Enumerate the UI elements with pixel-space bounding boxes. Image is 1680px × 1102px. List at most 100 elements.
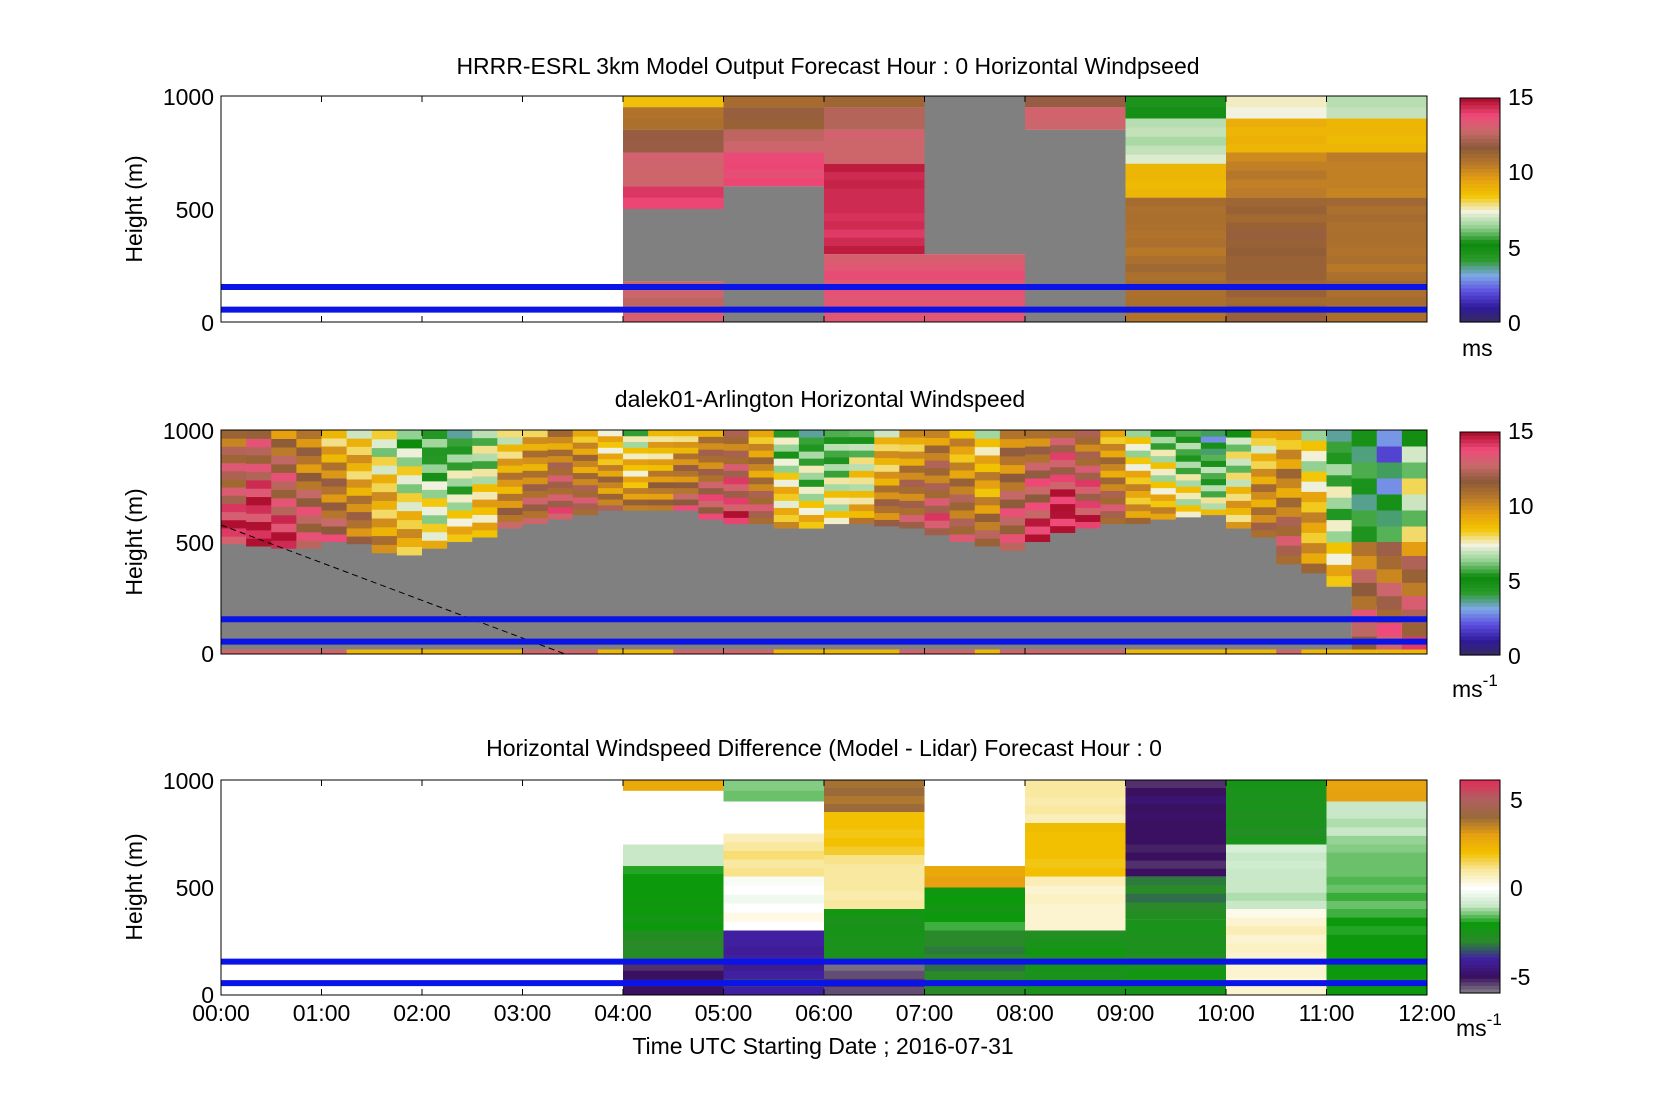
heatmap-cell — [1351, 555, 1378, 570]
heatmap-cell — [296, 430, 322, 439]
heatmap-cell — [748, 436, 775, 444]
heatmap-band — [723, 152, 824, 161]
colorbar-swatch — [1460, 547, 1500, 552]
heatmap-cell — [572, 430, 599, 437]
colorbar-frame — [1459, 97, 1501, 323]
heatmap-cell — [1326, 542, 1353, 554]
heatmap-cell — [1050, 474, 1076, 483]
colorbar-swatch — [1460, 854, 1500, 859]
heatmap-cell — [597, 435, 624, 443]
heatmap-cell — [999, 550, 1026, 650]
colorbar-swatch — [1460, 251, 1500, 256]
heatmap-cell — [1226, 528, 1252, 650]
heatmap-cell — [723, 430, 750, 438]
heatmap-band — [1226, 214, 1327, 223]
heatmap-cell — [1025, 649, 1051, 654]
heatmap-cell — [1326, 441, 1353, 453]
heatmap-cell — [1326, 497, 1353, 509]
heatmap-cell — [1251, 537, 1277, 650]
heatmap-cell — [1050, 533, 1076, 650]
heatmap-cell — [648, 470, 674, 477]
heatmap-cell — [748, 524, 775, 650]
x-tick-label: 00:00 — [192, 1000, 250, 1026]
heatmap-cell — [1276, 439, 1302, 450]
heatmap-cell — [447, 446, 473, 455]
colorbar-swatch — [1460, 943, 1500, 948]
heatmap-cell — [497, 479, 523, 487]
heatmap-cell — [949, 462, 976, 471]
heatmap-cell — [522, 430, 549, 438]
colorbar-swatch — [1460, 599, 1500, 604]
heatmap-band — [723, 868, 824, 877]
heatmap-band — [623, 107, 724, 119]
heatmap-cell — [296, 531, 322, 541]
heatmap-cell — [221, 536, 247, 545]
colorbar-swatch — [1460, 918, 1500, 923]
heatmap-cell — [999, 525, 1026, 535]
heatmap-cell — [296, 506, 322, 516]
heatmap-cell — [321, 462, 348, 471]
colorbar-swatch — [1460, 588, 1500, 593]
heatmap-band — [1125, 876, 1226, 886]
heatmap-cell — [1200, 472, 1227, 480]
heatmap-cell — [673, 476, 699, 483]
heatmap-cell — [648, 649, 674, 654]
heatmap-cell — [1025, 430, 1051, 439]
heatmap-cell — [698, 500, 724, 508]
heatmap-cell — [396, 510, 423, 521]
heatmap-cell — [447, 438, 473, 447]
colorbar-swatch — [1460, 971, 1500, 976]
heatmap-cell — [723, 497, 750, 505]
heatmap-cell — [1150, 649, 1177, 654]
panel-model-cbar-tick-0: 0 — [1508, 310, 1521, 336]
heatmap-cell — [371, 535, 398, 545]
heatmap-cell — [396, 649, 423, 654]
heatmap-band — [824, 855, 925, 865]
heatmap-cell — [1175, 454, 1202, 462]
heatmap-cell — [1100, 436, 1126, 444]
heatmap-cell — [1125, 456, 1152, 465]
heatmap-cell — [547, 442, 574, 450]
panel-model-x-ticks — [220, 96, 1428, 322]
heatmap-cell — [1175, 430, 1202, 437]
heatmap-cell — [396, 519, 423, 530]
heatmap-cell — [1100, 450, 1126, 458]
heatmap-cell — [974, 430, 1001, 439]
heatmap-band — [824, 254, 925, 263]
heatmap-band — [1226, 943, 1327, 952]
heatmap-cell — [497, 514, 523, 523]
heatmap-cell — [1200, 454, 1227, 461]
colorbar-swatch — [1460, 284, 1500, 289]
heatmap-cell — [522, 443, 549, 451]
heatmap-cell — [246, 430, 272, 439]
heatmap-cell — [1200, 515, 1227, 650]
heatmap-cell — [346, 454, 373, 464]
heatmap-cell — [522, 503, 549, 512]
heatmap-cell — [547, 462, 574, 469]
heatmap-band — [1125, 154, 1226, 164]
heatmap-cell — [974, 471, 1001, 481]
heatmap-band — [1326, 214, 1427, 223]
heatmap-cell — [472, 499, 498, 508]
heatmap-cell — [346, 527, 373, 537]
heatmap-cell — [924, 497, 951, 506]
heatmap-band — [824, 909, 925, 918]
panel-model: HRRR-ESRL 3km Model Output Forecast Hour… — [121, 53, 1534, 361]
heatmap-cell — [1150, 449, 1177, 457]
heatmap-band — [1326, 943, 1427, 952]
colorbar-swatch — [1460, 310, 1500, 316]
heatmap-cell — [849, 510, 875, 518]
x-tick-label: 01:00 — [293, 1000, 351, 1026]
colorbar-swatch — [1460, 536, 1500, 541]
heatmap-band — [824, 180, 925, 189]
colorbar-swatch — [1460, 191, 1500, 196]
colorbar-swatch — [1460, 307, 1500, 312]
heatmap-band — [623, 946, 724, 955]
heatmap-cell — [1401, 568, 1428, 583]
x-tick-label: 06:00 — [795, 1000, 853, 1026]
heatmap-cell — [346, 438, 373, 447]
heatmap-cell — [1351, 582, 1378, 597]
heatmap-cell — [1075, 472, 1101, 480]
heatmap-band — [623, 96, 724, 108]
heatmap-cell — [1100, 463, 1126, 471]
